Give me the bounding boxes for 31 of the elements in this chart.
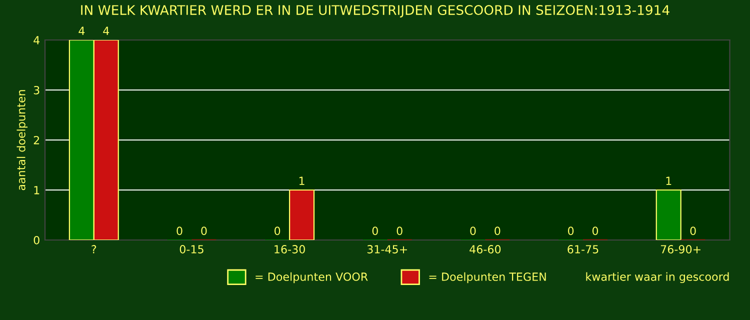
data-label: 0 <box>690 226 696 236</box>
data-label: 0 <box>470 226 476 236</box>
data-label: 0 <box>372 226 378 236</box>
legend-label: = Doelpunten VOOR <box>256 272 368 284</box>
data-label: 0 <box>592 226 598 236</box>
data-label: 1 <box>666 176 672 185</box>
data-label: 1 <box>299 176 304 185</box>
x-tick-label: 0-15 <box>180 245 204 254</box>
data-label: 0 <box>274 226 280 236</box>
x-tick-label: 16-30 <box>274 245 305 254</box>
data-label: 0 <box>176 226 182 236</box>
x-tick-label: 31-45+ <box>367 245 407 254</box>
x-axis-title: kwartier waar in gescoord <box>586 272 729 284</box>
y-tick-label: 1 <box>34 186 40 194</box>
y-tick-label: 0 <box>34 236 40 244</box>
y-axis-title: aantal doelpunten <box>16 90 28 190</box>
data-label: 4 <box>103 26 110 35</box>
y-tick-label: 3 <box>34 86 40 94</box>
x-tick-label: 76-90+ <box>660 245 700 254</box>
chart-title: IN WELK KWARTIER WERD ER IN DE UITWEDSTRIJDEN GESCOORD IN SEIZOEN:1913-1914 <box>81 5 670 18</box>
x-tick-label: 46-60 <box>470 245 501 254</box>
data-label: 0 <box>568 226 574 236</box>
y-tick-label: 2 <box>34 136 40 144</box>
data-label: 0 <box>201 226 207 236</box>
data-label: 4 <box>78 26 85 35</box>
data-label: 0 <box>494 226 500 236</box>
data-label: 0 <box>396 226 402 236</box>
y-tick-label: 4 <box>34 36 40 44</box>
x-tick-label: 61-75 <box>568 245 598 254</box>
x-tick-label: ? <box>92 245 96 254</box>
legend-label: = Doelpunten TEGEN <box>429 272 546 284</box>
